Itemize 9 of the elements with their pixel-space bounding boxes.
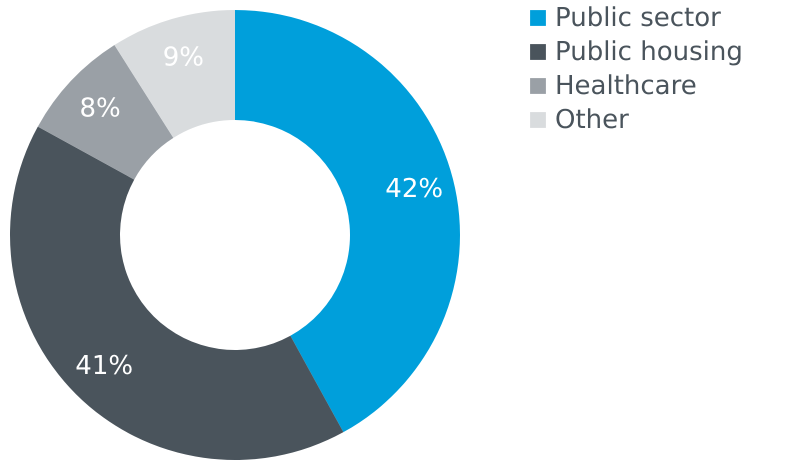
donut-slice	[235, 10, 460, 432]
donut-slice	[10, 126, 344, 460]
legend-label: Healthcare	[555, 71, 697, 101]
legend-label: Public sector	[555, 3, 722, 33]
legend-label: Other	[555, 105, 630, 135]
legend-label: Public housing	[555, 37, 743, 67]
data-label: 41%	[75, 350, 134, 381]
data-label: 42%	[385, 174, 444, 204]
data-label: 8%	[80, 93, 121, 124]
